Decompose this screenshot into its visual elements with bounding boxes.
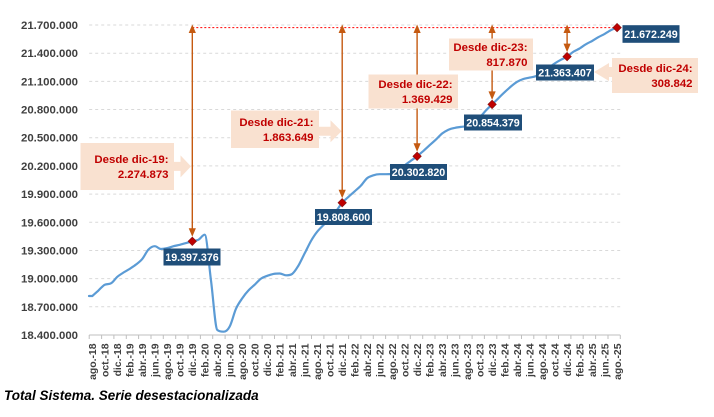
svg-text:20.302.820: 20.302.820 — [392, 167, 446, 179]
svg-text:2.274.873: 2.274.873 — [118, 169, 169, 181]
svg-text:19.300.000: 19.300.000 — [21, 246, 78, 258]
svg-text:Desde dic-23:: Desde dic-23: — [453, 42, 527, 54]
svg-text:1.369.429: 1.369.429 — [402, 94, 453, 106]
svg-text:19.808.600: 19.808.600 — [317, 212, 371, 224]
svg-text:21.363.407: 21.363.407 — [538, 67, 592, 79]
svg-text:ago.-21: ago.-21 — [313, 343, 324, 380]
svg-text:Desde dic-24:: Desde dic-24: — [618, 63, 692, 75]
svg-text:19.397.376: 19.397.376 — [165, 252, 219, 264]
svg-text:19.000.000: 19.000.000 — [21, 274, 78, 286]
svg-text:oct.-22: oct.-22 — [400, 343, 411, 377]
svg-text:jun.-20: jun.-20 — [225, 343, 236, 378]
svg-text:ago.-25: ago.-25 — [613, 343, 624, 380]
svg-text:20.200.000: 20.200.000 — [21, 161, 78, 173]
svg-text:21.672.249: 21.672.249 — [624, 29, 678, 41]
svg-text:oct.-24: oct.-24 — [550, 343, 561, 377]
svg-text:abr.-19: abr.-19 — [138, 343, 149, 377]
svg-text:jun.-21: jun.-21 — [300, 343, 311, 378]
svg-text:abr.-20: abr.-20 — [213, 343, 224, 377]
svg-text:oct.-21: oct.-21 — [325, 343, 336, 377]
svg-text:1.863.649: 1.863.649 — [263, 132, 314, 144]
svg-text:Desde dic-22:: Desde dic-22: — [378, 79, 452, 91]
svg-text:19.600.000: 19.600.000 — [21, 217, 78, 229]
svg-text:308.842: 308.842 — [651, 78, 692, 90]
svg-text:jun.-22: jun.-22 — [375, 343, 386, 378]
svg-text:jun.-23: jun.-23 — [450, 343, 461, 378]
svg-text:20.500.000: 20.500.000 — [21, 133, 78, 145]
svg-text:feb.-23: feb.-23 — [425, 343, 436, 377]
svg-text:feb.-25: feb.-25 — [575, 343, 586, 377]
svg-text:ago.-22: ago.-22 — [388, 343, 399, 380]
svg-text:dic.-21: dic.-21 — [338, 343, 349, 376]
svg-text:jun.-25: jun.-25 — [600, 343, 611, 378]
svg-text:jun.-24: jun.-24 — [525, 343, 536, 378]
svg-text:dic.-18: dic.-18 — [113, 343, 124, 376]
svg-text:817.870: 817.870 — [486, 57, 527, 69]
svg-text:dic.-19: dic.-19 — [188, 343, 199, 376]
svg-text:21.700.000: 21.700.000 — [21, 20, 78, 32]
svg-text:jun.-19: jun.-19 — [151, 343, 162, 378]
svg-text:Desde dic-19:: Desde dic-19: — [94, 154, 168, 166]
svg-text:20.800.000: 20.800.000 — [21, 105, 78, 117]
svg-text:oct.-18: oct.-18 — [101, 343, 112, 377]
svg-text:abr.-24: abr.-24 — [513, 343, 524, 377]
svg-text:Desde dic-21:: Desde dic-21: — [239, 117, 313, 129]
svg-text:ago.-24: ago.-24 — [538, 343, 549, 380]
svg-text:19.900.000: 19.900.000 — [21, 189, 78, 201]
svg-text:ago.-19: ago.-19 — [163, 343, 174, 380]
svg-text:21.400.000: 21.400.000 — [21, 48, 78, 60]
svg-text:feb.-20: feb.-20 — [200, 343, 211, 377]
svg-text:oct.-23: oct.-23 — [475, 343, 486, 377]
svg-text:Total Sistema. Serie desestaci: Total Sistema. Serie desestacionalizada — [4, 388, 259, 403]
svg-text:feb.-24: feb.-24 — [500, 343, 511, 377]
svg-text:oct.-19: oct.-19 — [176, 343, 187, 377]
svg-text:18.400.000: 18.400.000 — [21, 330, 78, 342]
svg-text:dic.-24: dic.-24 — [563, 343, 574, 376]
svg-text:feb.-21: feb.-21 — [275, 343, 286, 377]
svg-text:feb.-19: feb.-19 — [126, 343, 137, 377]
svg-text:ago.-23: ago.-23 — [463, 343, 474, 380]
svg-text:abr.-25: abr.-25 — [588, 343, 599, 377]
svg-text:dic.-20: dic.-20 — [263, 343, 274, 376]
svg-text:oct.-20: oct.-20 — [250, 343, 261, 377]
svg-text:21.100.000: 21.100.000 — [21, 76, 78, 88]
svg-text:abr.-23: abr.-23 — [438, 343, 449, 377]
svg-text:abr.-21: abr.-21 — [288, 343, 299, 377]
svg-text:dic.-23: dic.-23 — [488, 343, 499, 376]
svg-text:20.854.379: 20.854.379 — [466, 117, 520, 129]
svg-text:18.700.000: 18.700.000 — [21, 302, 78, 314]
svg-text:ago.-18: ago.-18 — [88, 343, 99, 380]
svg-text:abr.-22: abr.-22 — [363, 343, 374, 377]
svg-text:feb.-22: feb.-22 — [350, 343, 361, 377]
svg-text:ago.-20: ago.-20 — [238, 343, 249, 380]
svg-text:dic.-22: dic.-22 — [413, 343, 424, 376]
